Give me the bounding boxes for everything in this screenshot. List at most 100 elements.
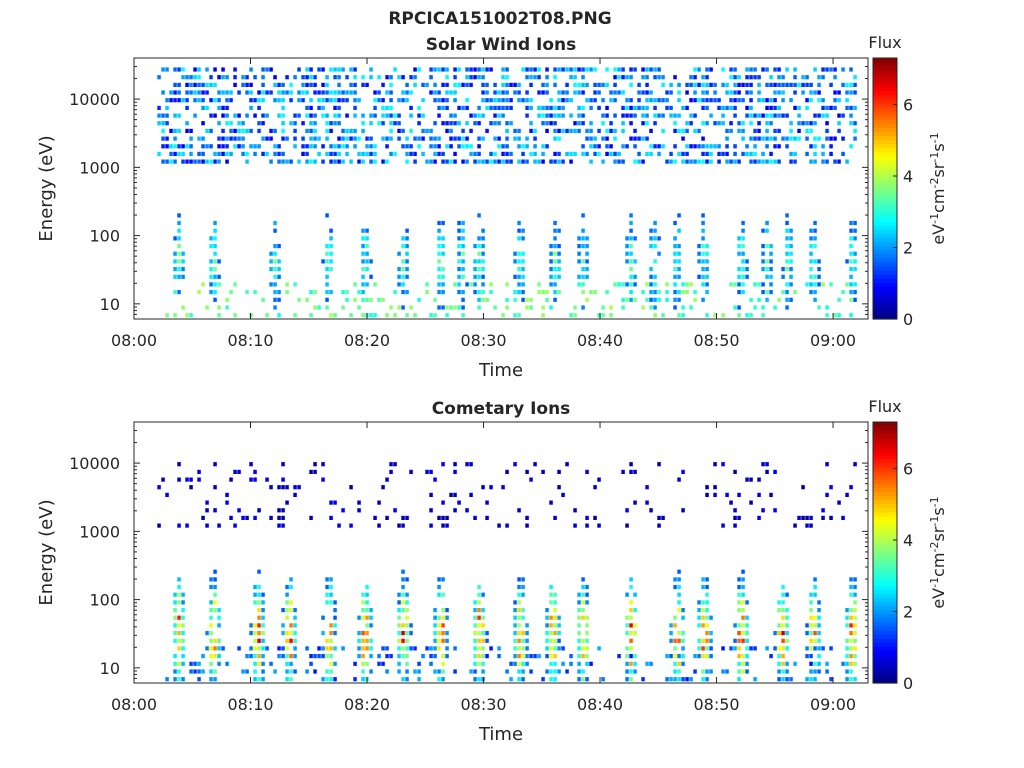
heatmap-cell — [213, 462, 217, 467]
heatmap-cell — [737, 90, 741, 95]
heatmap-cell — [285, 631, 289, 636]
heatmap-cell — [745, 477, 749, 482]
heatmap-cell — [337, 67, 341, 72]
heatmap-cell — [209, 677, 213, 682]
heatmap-cell — [789, 297, 793, 302]
heatmap-cell — [749, 313, 753, 318]
heatmap-cell — [685, 90, 689, 95]
heatmap-cell — [177, 267, 181, 272]
heatmap-cell — [293, 282, 297, 287]
heatmap-cell — [749, 113, 753, 118]
heatmap-cell — [593, 136, 597, 141]
heatmap-cell — [369, 144, 373, 149]
heatmap-cell — [737, 677, 741, 682]
heatmap-cell — [677, 274, 681, 279]
heatmap-cell — [397, 592, 401, 597]
heatmap-cell — [177, 244, 181, 249]
heatmap-cell — [745, 75, 749, 80]
heatmap-cell — [445, 523, 449, 528]
colorbar-segment — [873, 294, 897, 300]
heatmap-cell — [329, 290, 333, 295]
heatmap-cell — [477, 638, 481, 643]
heatmap-cell — [613, 128, 617, 133]
heatmap-cell — [421, 654, 425, 659]
heatmap-cell — [369, 75, 373, 80]
heatmap-cell — [825, 136, 829, 141]
heatmap-cell — [645, 105, 649, 110]
heatmap-cell — [461, 297, 465, 302]
colorbar-segment — [873, 674, 897, 680]
heatmap-cell — [425, 282, 429, 287]
heatmap-cell — [305, 159, 309, 164]
heatmap-cell — [829, 485, 833, 490]
heatmap-cell — [513, 297, 517, 302]
heatmap-cell — [641, 159, 645, 164]
heatmap-cell — [541, 121, 545, 126]
heatmap-cell — [517, 577, 521, 582]
heatmap-cell — [281, 654, 285, 659]
heatmap-cell — [373, 90, 377, 95]
heatmap-cell — [253, 75, 257, 80]
heatmap-cell — [545, 297, 549, 302]
heatmap-cell — [513, 290, 517, 295]
heatmap-cell — [481, 236, 485, 241]
heatmap-cell — [521, 290, 525, 295]
heatmap-cell — [517, 600, 521, 605]
heatmap-cell — [741, 259, 745, 264]
heatmap-cell — [285, 661, 289, 666]
heatmap-cell — [625, 297, 629, 302]
heatmap-cell — [445, 82, 449, 87]
heatmap-cell — [769, 251, 773, 256]
heatmap-cell — [729, 121, 733, 126]
heatmap-cell — [809, 615, 813, 620]
heatmap-cell — [205, 159, 209, 164]
heatmap-cell — [673, 113, 677, 118]
heatmap-cell — [757, 90, 761, 95]
heatmap-cell — [545, 144, 549, 149]
heatmap-cell — [389, 98, 393, 103]
heatmap-cell — [649, 90, 653, 95]
heatmap-cell — [621, 128, 625, 133]
heatmap-cell — [561, 661, 565, 666]
colorbar-segment — [873, 94, 897, 100]
heatmap-cell — [521, 282, 525, 287]
heatmap-cell — [765, 259, 769, 264]
heatmap-cell — [837, 500, 841, 505]
heatmap-cell — [173, 251, 177, 256]
heatmap-cell — [401, 144, 405, 149]
heatmap-cell — [813, 259, 817, 264]
heatmap-cell — [629, 259, 633, 264]
heatmap-cell — [737, 492, 741, 497]
heatmap-cell — [553, 638, 557, 643]
heatmap-cell — [545, 82, 549, 87]
heatmap-cell — [281, 485, 285, 490]
heatmap-cell — [285, 608, 289, 613]
heatmap-cell — [349, 90, 353, 95]
heatmap-cell — [649, 98, 653, 103]
heatmap-cell — [365, 608, 369, 613]
heatmap-cell — [401, 592, 405, 597]
heatmap-cell — [673, 290, 677, 295]
heatmap-cell — [781, 646, 785, 651]
heatmap-cell — [361, 159, 365, 164]
heatmap-cell — [521, 144, 525, 149]
heatmap-cell — [313, 469, 317, 474]
x-tick-label: 08:10 — [227, 331, 273, 350]
y-axis-label: Energy (eV) — [36, 499, 57, 605]
heatmap-cell — [313, 669, 317, 674]
heatmap-cell — [573, 151, 577, 156]
heatmap-cell — [705, 90, 709, 95]
heatmap-cell — [361, 151, 365, 156]
heatmap-cell — [201, 121, 205, 126]
heatmap-cell — [525, 523, 529, 528]
heatmap-cell — [545, 290, 549, 295]
heatmap-cell — [497, 136, 501, 141]
heatmap-cell — [565, 82, 569, 87]
heatmap-cell — [269, 282, 273, 287]
heatmap-cell — [809, 82, 813, 87]
heatmap-cell — [273, 98, 277, 103]
heatmap-cell — [821, 98, 825, 103]
heatmap-cell — [681, 631, 685, 636]
heatmap-cell — [777, 623, 781, 628]
heatmap-cell — [389, 151, 393, 156]
